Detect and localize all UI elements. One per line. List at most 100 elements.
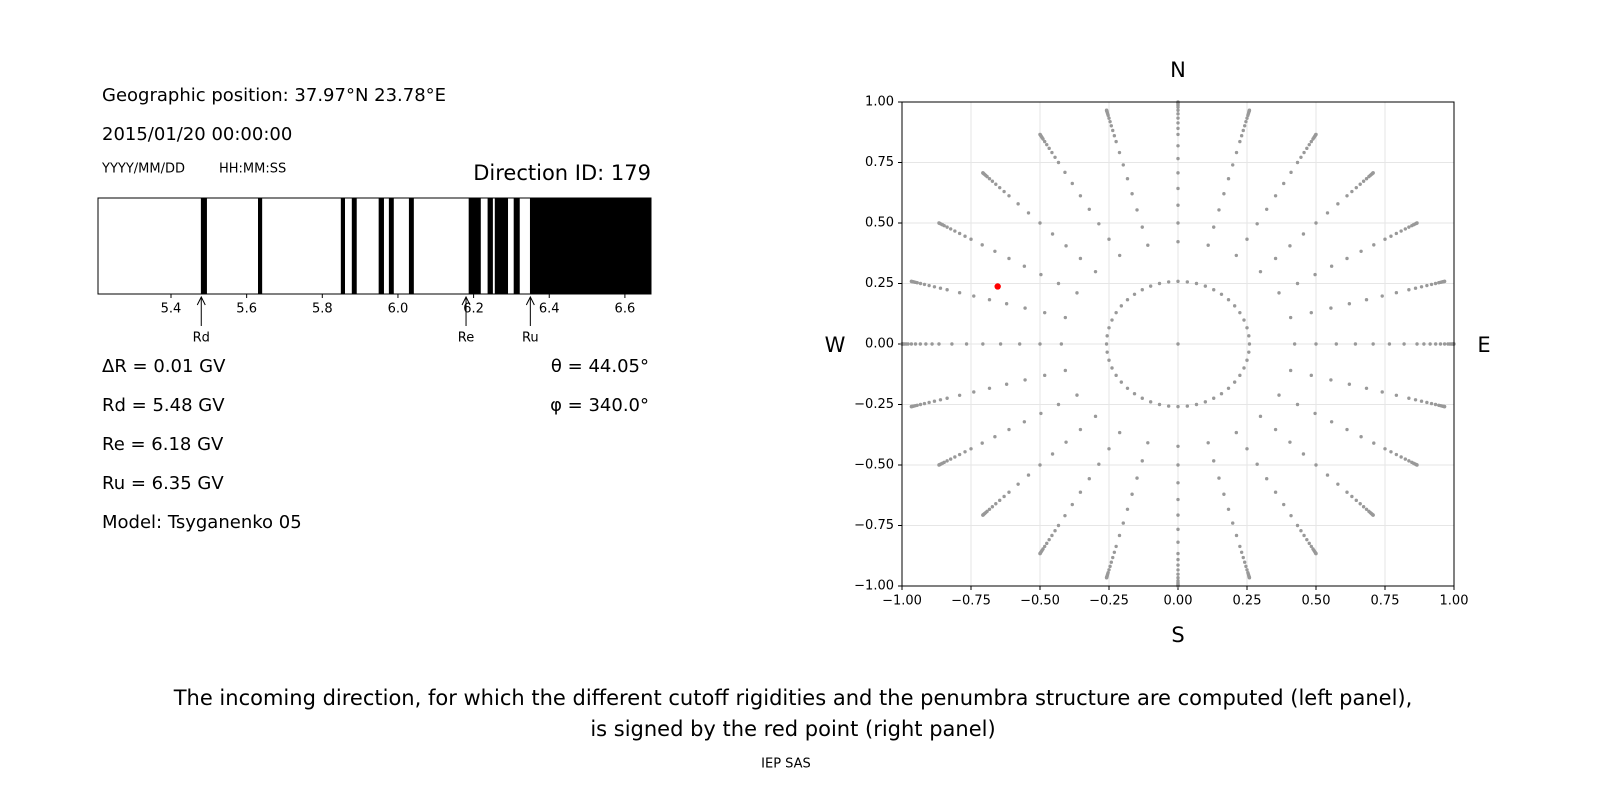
direction-point <box>1350 494 1354 499</box>
direction-point <box>909 342 914 346</box>
penumbra-band <box>494 198 509 294</box>
y-tick-label: −0.50 <box>854 458 894 473</box>
direction-point <box>1239 134 1244 138</box>
x-tick-label: 0.75 <box>1371 594 1400 609</box>
direction-point <box>1176 540 1180 544</box>
direction-point <box>1222 192 1226 196</box>
direction-point <box>1273 256 1278 261</box>
direction-point <box>1288 368 1293 373</box>
direction-point <box>1111 555 1115 560</box>
direction-point <box>945 288 949 292</box>
direction-point <box>1428 342 1432 346</box>
direction-point <box>1212 459 1216 463</box>
direction-point <box>1226 298 1231 302</box>
direction-point <box>1314 463 1318 467</box>
direction-point <box>1125 386 1130 390</box>
direction-point <box>1422 342 1426 346</box>
direction-point <box>1394 290 1399 295</box>
direction-point <box>1125 298 1130 302</box>
compass-label: S <box>1171 623 1184 647</box>
y-tick-label: −0.75 <box>854 518 894 533</box>
direction-point <box>1110 366 1114 370</box>
direction-point <box>1425 283 1429 288</box>
direction-point <box>1107 568 1111 572</box>
direction-point <box>1004 302 1009 306</box>
direction-point <box>1114 544 1118 549</box>
direction-point <box>1125 177 1130 181</box>
arrow-head <box>461 295 471 306</box>
direction-point <box>1063 368 1068 373</box>
direction-point <box>1206 243 1210 247</box>
x-tick-label: 6.0 <box>388 302 409 317</box>
direction-point <box>1022 420 1027 424</box>
direction-point <box>1087 477 1091 481</box>
direction-point <box>950 342 954 346</box>
direction-point <box>1222 492 1226 496</box>
direction-point <box>937 221 941 225</box>
direction-point <box>1070 181 1074 186</box>
direction-point <box>1226 386 1231 390</box>
direction-point <box>1063 513 1067 518</box>
direction-point <box>1140 396 1144 400</box>
direction-point <box>1176 463 1180 467</box>
direction-point <box>1329 378 1333 382</box>
direction-point <box>1354 185 1358 190</box>
direction-point <box>1361 505 1366 509</box>
direction-point <box>1314 132 1318 137</box>
direction-point <box>918 281 923 286</box>
direction-point <box>1203 284 1208 288</box>
direction-point <box>1289 170 1293 175</box>
penumbra-band <box>351 198 357 294</box>
direction-point <box>1242 318 1246 322</box>
direction-point <box>918 342 923 346</box>
direction-point <box>1043 544 1047 549</box>
direction-point <box>1336 482 1340 486</box>
direction-point <box>1313 411 1317 416</box>
direction-point <box>1026 211 1031 215</box>
direction-point <box>1232 380 1237 384</box>
direction-point <box>1389 234 1393 238</box>
direction-point <box>909 279 914 284</box>
direction-point <box>1419 399 1424 403</box>
direction-point <box>1212 288 1216 292</box>
direction-point <box>1413 286 1418 290</box>
direction-point <box>1415 463 1419 467</box>
direction-point <box>1075 291 1079 295</box>
direction-point <box>1176 404 1180 409</box>
direction-point <box>981 513 985 517</box>
direction-point <box>1148 284 1153 288</box>
direction-point <box>1176 171 1180 175</box>
direction-point <box>1176 481 1180 485</box>
direction-point <box>1108 119 1112 124</box>
direction-point <box>1314 342 1318 346</box>
direction-point <box>1399 229 1403 233</box>
direction-point <box>987 507 992 511</box>
direction-point <box>1097 222 1101 226</box>
direction-point <box>1245 358 1249 362</box>
direction-point <box>922 282 927 287</box>
direction-point <box>1383 237 1387 241</box>
direction-point <box>1345 256 1349 261</box>
direction-point <box>1394 231 1399 236</box>
caption: The incoming direction, for which the di… <box>173 686 1413 710</box>
direction-point <box>953 229 957 233</box>
direction-point <box>990 505 995 509</box>
direction-point <box>1176 126 1180 131</box>
direction-point <box>937 342 941 346</box>
direction-point <box>987 386 992 390</box>
direction-point <box>1407 225 1411 229</box>
direction-point <box>1247 108 1252 112</box>
direction-point <box>1047 537 1051 542</box>
direction-point <box>1016 482 1020 486</box>
direction-point <box>1176 568 1180 572</box>
direction-point <box>1403 227 1408 231</box>
direction-point <box>948 227 953 231</box>
direction-point <box>938 286 943 290</box>
direction-point <box>1238 373 1242 378</box>
direction-point <box>1403 457 1408 461</box>
y-tick-label: −0.25 <box>854 397 894 412</box>
direction-point <box>990 179 995 183</box>
direction-point <box>1176 279 1180 284</box>
direction-point <box>1258 269 1263 274</box>
direction-point <box>1265 477 1269 481</box>
